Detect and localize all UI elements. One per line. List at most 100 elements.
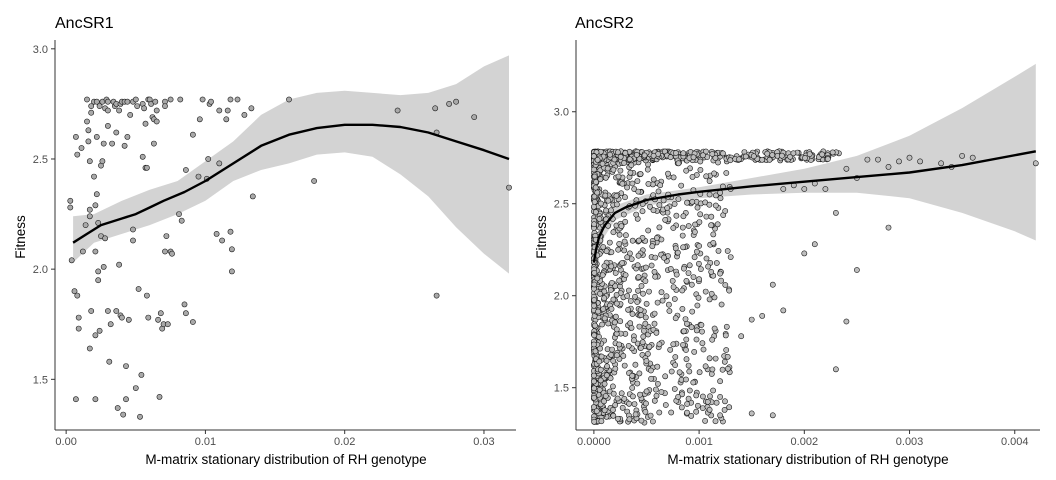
data-point <box>616 277 623 284</box>
data-point <box>673 212 680 219</box>
data-point <box>610 383 616 390</box>
data-point <box>642 320 649 327</box>
data-point <box>631 186 638 192</box>
data-point <box>648 262 655 269</box>
data-point <box>680 341 686 348</box>
data-point <box>822 186 829 192</box>
data-point <box>725 365 731 372</box>
data-point <box>622 272 629 278</box>
data-point <box>651 397 658 404</box>
data-point <box>105 107 111 114</box>
data-point <box>712 418 719 425</box>
data-point <box>591 372 597 379</box>
data-point <box>67 197 74 204</box>
data-point <box>78 145 85 151</box>
data-point <box>691 348 698 355</box>
data-point <box>685 270 692 276</box>
data-point <box>617 153 624 160</box>
data-point <box>640 333 647 340</box>
data-point <box>662 402 669 408</box>
data-point <box>679 391 685 398</box>
data-point <box>705 263 711 270</box>
data-point <box>626 156 633 163</box>
data-point <box>693 392 700 399</box>
data-point <box>602 393 609 399</box>
data-point <box>640 290 646 297</box>
data-point <box>594 189 601 196</box>
data-point <box>708 213 715 220</box>
data-point <box>591 153 597 160</box>
data-point <box>633 151 640 158</box>
data-point <box>721 358 728 365</box>
data-point <box>134 103 141 109</box>
data-point <box>675 393 681 400</box>
data-point <box>723 347 730 353</box>
data-point <box>693 336 700 343</box>
confidence-band-layer <box>73 55 509 274</box>
data-point <box>724 353 731 360</box>
data-point <box>710 387 716 394</box>
data-point <box>825 156 831 162</box>
data-point <box>650 418 656 425</box>
y-axis-title: Fitness <box>13 215 28 259</box>
data-point <box>684 320 690 327</box>
data-point <box>769 152 776 158</box>
data-point <box>617 167 624 174</box>
data-point <box>717 393 723 400</box>
data-point <box>656 224 663 231</box>
data-point <box>635 287 641 294</box>
data-point <box>703 255 710 262</box>
data-point <box>591 378 597 385</box>
data-point <box>685 362 692 369</box>
data-point <box>651 310 658 317</box>
data-point <box>644 166 651 173</box>
data-point <box>601 398 607 405</box>
data-point <box>249 193 256 200</box>
data-point <box>105 308 111 314</box>
data-point <box>721 406 728 413</box>
data-point <box>611 156 618 163</box>
data-point <box>662 216 669 223</box>
data-point <box>615 415 621 422</box>
data-point <box>675 196 682 202</box>
data-point <box>634 262 641 269</box>
data-point <box>635 274 642 280</box>
data-point <box>610 406 616 413</box>
data-point <box>591 203 597 210</box>
data-point <box>594 275 601 282</box>
data-point <box>167 96 174 103</box>
data-point <box>124 133 131 140</box>
data-point <box>612 270 619 276</box>
data-point <box>163 233 170 239</box>
data-point <box>645 350 651 357</box>
data-point <box>726 404 733 411</box>
data-point <box>92 332 99 339</box>
data-point <box>666 301 672 308</box>
data-point <box>228 246 235 253</box>
data-point <box>613 291 620 298</box>
data-point <box>591 173 598 180</box>
data-point <box>717 412 723 419</box>
data-point <box>654 299 661 306</box>
data-point <box>107 321 114 328</box>
data-point <box>615 149 621 156</box>
data-point <box>591 404 597 410</box>
data-point <box>227 96 234 103</box>
data-point <box>718 277 724 284</box>
data-point <box>647 203 653 210</box>
data-point <box>635 252 642 259</box>
data-point <box>178 217 185 224</box>
data-point <box>678 404 685 411</box>
data-point <box>86 213 93 220</box>
data-point <box>162 103 168 109</box>
data-point <box>646 343 653 350</box>
data-point <box>854 267 860 273</box>
data-point <box>96 103 103 109</box>
y-axis-title: Fitness <box>534 215 549 259</box>
data-point <box>152 98 159 105</box>
data-point <box>597 176 604 183</box>
data-point <box>969 154 976 161</box>
data-point <box>608 207 614 214</box>
x-tick-label: 0.02 <box>334 436 355 448</box>
data-point <box>286 96 292 103</box>
